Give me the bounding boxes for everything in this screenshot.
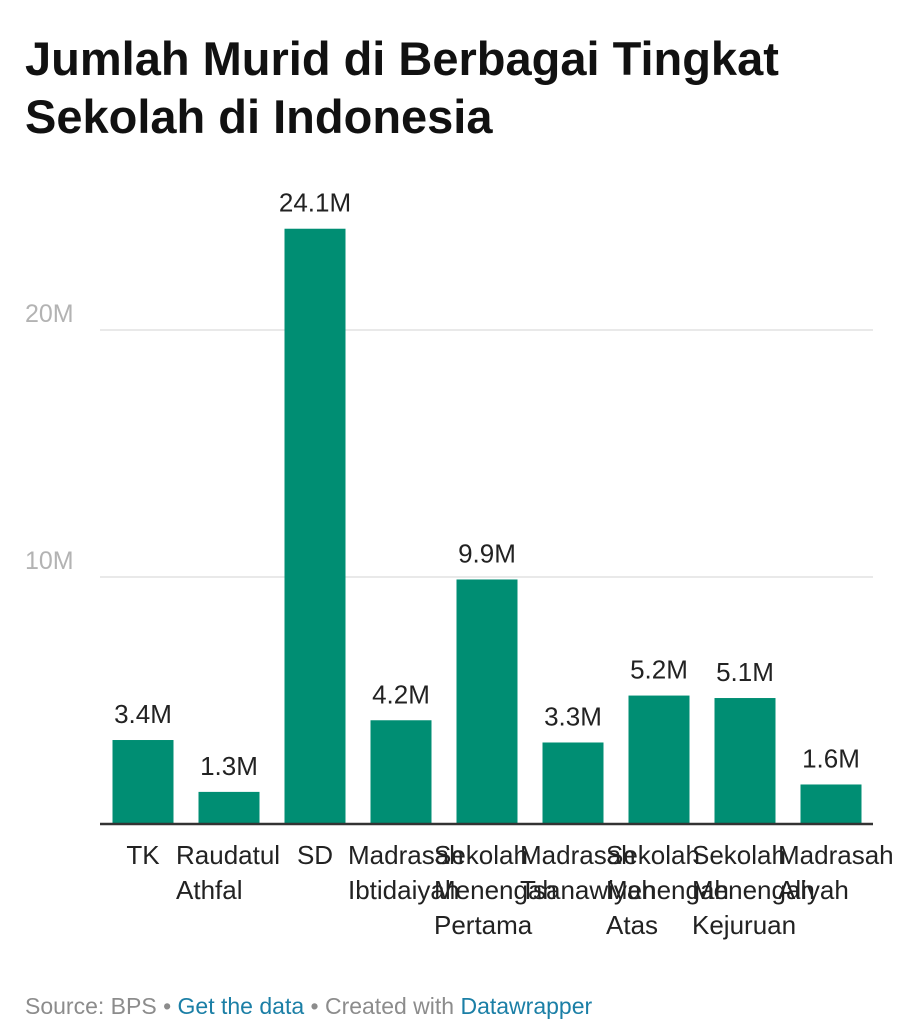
data-label: 5.1M — [716, 657, 774, 687]
category-label: Aliyah — [778, 875, 849, 905]
category-label: Sekolah — [692, 840, 786, 870]
category-label: Atas — [606, 910, 658, 940]
bar — [112, 740, 174, 824]
bar — [542, 742, 604, 824]
category-label: Sekolah — [434, 840, 528, 870]
bar — [800, 784, 862, 824]
data-label: 3.4M — [114, 699, 172, 729]
data-label: 5.2M — [630, 655, 688, 685]
category-label: Pertama — [434, 910, 533, 940]
category-label: Athfal — [176, 875, 243, 905]
bar — [198, 791, 260, 824]
category-label: Madrasah — [520, 840, 636, 870]
category-label: SD — [297, 840, 333, 870]
category-labels: TK Raudatul Athfal SD Madrasah Ibtidaiyah Seko… — [126, 840, 893, 940]
created-with-text: • Created with — [304, 993, 461, 1019]
footer: Source: BPS • Get the data • Created wit… — [25, 993, 592, 1020]
gridlines: 10M 20M — [25, 300, 873, 578]
bar — [714, 698, 776, 824]
data-label: 3.3M — [544, 701, 602, 731]
data-label: 1.3M — [200, 751, 258, 781]
bar — [456, 579, 518, 824]
category-label: Madrasah — [348, 840, 464, 870]
chart-title: Jumlah Murid di Berbagai Tingkat Sekolah… — [25, 32, 779, 143]
bar-chart: 10M 20M 3.4M 1.3M 24.1M 4.2M 9.9M 3.3M 5.2M 5.1M… — [25, 188, 894, 940]
bar — [628, 695, 690, 824]
value-labels: 3.4M 1.3M 24.1M 4.2M 9.9M 3.3M 5.2M 5.1M 1.6M — [114, 188, 860, 781]
y-tick-label: 20M — [25, 300, 74, 328]
get-data-link[interactable]: Get the data — [177, 993, 305, 1019]
category-label: Menengah — [692, 875, 815, 905]
category-label: Menengah — [434, 875, 557, 905]
footer-separator: • — [156, 993, 178, 1019]
data-label: 9.9M — [458, 538, 516, 568]
datawrapper-link[interactable]: Datawrapper — [460, 993, 593, 1019]
category-label: Raudatul — [176, 840, 280, 870]
bar — [284, 228, 346, 825]
category-label: Madrasah — [778, 840, 894, 870]
category-label: Ibtidaiyah — [348, 875, 459, 905]
data-label: 24.1M — [279, 188, 351, 218]
bar — [370, 720, 432, 824]
category-label: Sekolah — [606, 840, 700, 870]
category-label: Kejuruan — [692, 910, 796, 940]
source-text: Source: BPS — [25, 993, 157, 1019]
bars — [112, 228, 862, 825]
data-label: 4.2M — [372, 679, 430, 709]
category-label: Menengah — [606, 875, 729, 905]
data-label: 1.6M — [802, 743, 860, 773]
category-label: TK — [126, 840, 160, 870]
category-label: Tsanawiyah — [520, 875, 656, 905]
y-tick-label: 10M — [25, 547, 74, 575]
